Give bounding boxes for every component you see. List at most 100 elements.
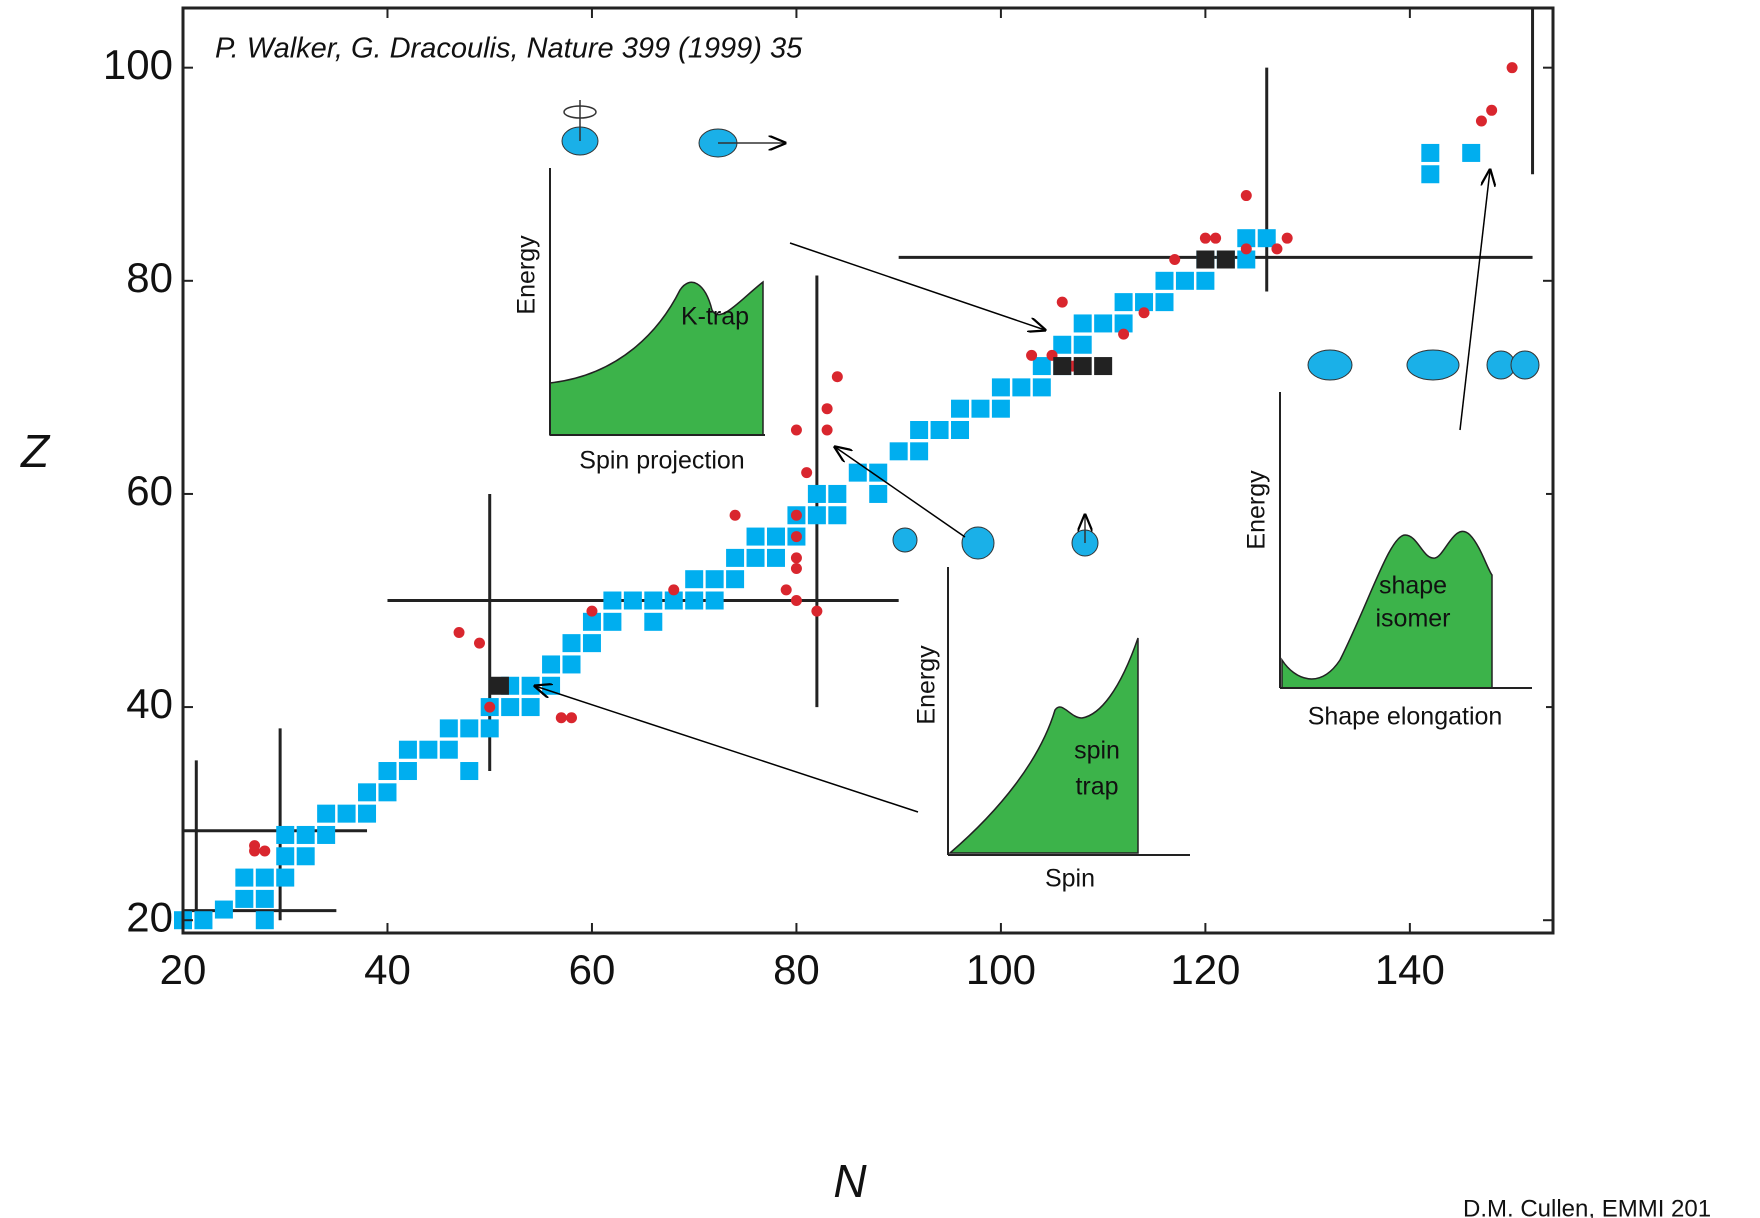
isomer [1199,232,1211,244]
nucleus [276,847,295,866]
nucleus [685,570,704,589]
inset-y-label: Energy [1243,470,1271,550]
nucleus [1196,271,1215,290]
nucleus [991,399,1010,418]
nucleus [603,612,622,631]
isomer [831,371,843,383]
nucleus [562,634,581,653]
nucleus [869,463,888,482]
nucleus [685,591,704,610]
inset-label: shape [1379,572,1447,600]
y-tick-label: 60 [126,467,173,514]
isomer [1026,349,1038,361]
isomer [821,424,833,436]
inset-x-label: Shape elongation [1308,703,1503,731]
inset-shape-isomer: Energy shape isomer Shape elongation [1243,330,1546,738]
isomer [1169,253,1181,265]
nucleus [726,570,745,589]
nucleus [276,825,295,844]
x-tick-label: 100 [966,946,1036,993]
nucleus [358,783,377,802]
isomer [811,605,823,617]
nucleus [255,868,274,887]
nucleus [664,591,683,610]
x-tick-label: 140 [1375,946,1445,993]
nucleus [971,399,990,418]
inset-x-label: Spin projection [579,447,744,475]
nucleus [521,676,540,695]
isomer [790,509,802,521]
inset-label: K-trap [681,303,749,331]
nucleus [623,591,642,610]
nucleus [521,698,540,717]
nucleus [889,442,908,461]
inset-k-trap: Energy K-trap Spin projection [505,92,790,477]
nucleus [951,399,970,418]
isomer [473,637,485,649]
nucleus [1421,143,1440,162]
nucleus [603,591,622,610]
nucleus [746,527,765,546]
nucleus [460,719,479,738]
nucleus [1073,335,1092,354]
plot-area: 20 40 60 80 100 120 140 20 40 60 80 100 [103,6,1555,993]
x-tick-label: 80 [773,946,820,993]
nucleus [1012,378,1031,397]
isomer [790,531,802,543]
nucleus [644,591,663,610]
nucleus [1155,271,1174,290]
isomer [790,595,802,607]
isomer [1138,307,1150,319]
isomer [790,424,802,436]
nucleus [337,804,356,823]
y-tick-label: 80 [126,254,173,301]
nucleus [705,570,724,589]
nucleus [562,655,581,674]
plot-frame [181,6,1555,935]
nucleus [501,698,520,717]
isomer [249,845,261,857]
x-tick-label: 120 [1170,946,1240,993]
nucleus [1114,293,1133,312]
isomer [1210,232,1222,244]
nucleus [991,378,1010,397]
nucleus [582,612,601,631]
isomer [1240,190,1252,202]
isomer [1271,243,1283,255]
nucleus [276,868,295,887]
isomer [1506,62,1518,74]
nucleus [1155,293,1174,312]
nucleus [1237,250,1256,269]
y-tick-label: 20 [126,893,173,940]
nucleus [490,676,509,695]
nucleus [828,506,847,525]
nucleus [439,719,458,738]
nucleus [1073,314,1092,333]
nucleus [317,825,336,844]
nucleus [1257,229,1276,248]
nucleus [1032,357,1051,376]
inset-label: isomer [1375,605,1450,633]
nucleus [378,762,397,781]
isomer [790,563,802,575]
nucleus [951,421,970,440]
isomer [790,552,802,564]
nucleus [1114,314,1133,333]
isomer [729,509,741,521]
isomer [1240,243,1252,255]
isomer [1056,296,1068,308]
nucleus [644,612,663,631]
x-tick-label: 40 [364,946,411,993]
nucleus [358,804,377,823]
nucleus [317,804,336,823]
nucleus [1053,335,1072,354]
arrows [535,170,1490,813]
isomer [1486,104,1498,116]
isomer [1281,232,1293,244]
inset-label: spin [1074,737,1120,765]
nucleus [582,634,601,653]
nucleus [439,740,458,759]
nucleus [398,740,417,759]
isomer [1475,115,1487,127]
